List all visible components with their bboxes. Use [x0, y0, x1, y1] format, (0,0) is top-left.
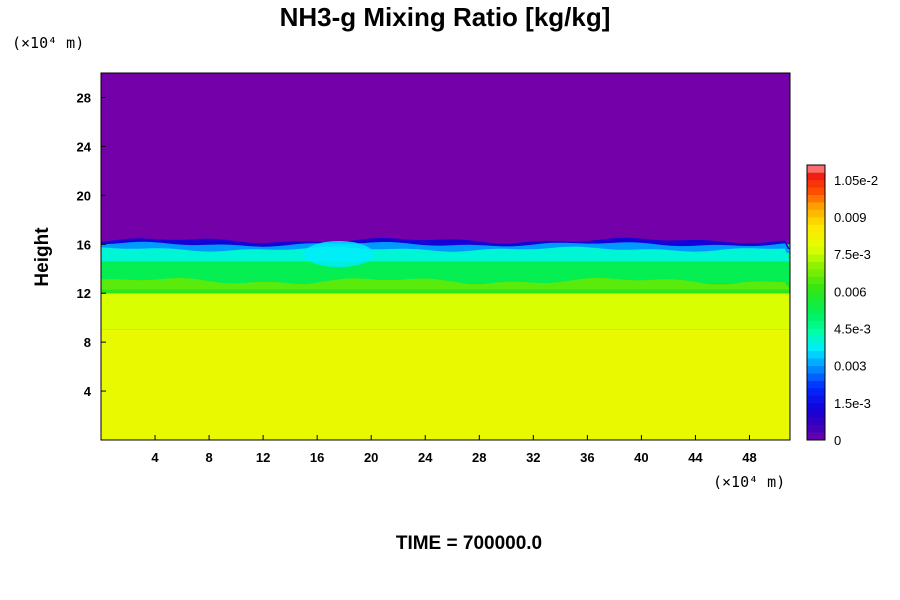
x-axis-ticks: 4 8 12 16 20 24 28 32 36 40 44 48	[151, 435, 757, 465]
colorbar-segment	[807, 387, 825, 396]
colorbar-segment	[807, 231, 825, 240]
colorbar-segment	[807, 410, 825, 419]
colorbar-segment	[807, 209, 825, 218]
colorbar-segment	[807, 172, 825, 181]
colorbar-label: 1.05e-2	[834, 173, 878, 188]
colorbar-segment	[807, 239, 825, 248]
y-axis-ticks: 4 8 12 16 20 24 28	[77, 90, 106, 399]
y-tick-label: 8	[84, 335, 91, 350]
colorbar-segment	[807, 276, 825, 285]
y-tick-label: 16	[77, 237, 91, 252]
x-tick-label: 32	[526, 450, 540, 465]
chart-title: NH3-g Mixing Ratio [kg/kg]	[280, 2, 611, 32]
x-tick-label: 8	[205, 450, 212, 465]
x-tick-label: 44	[688, 450, 703, 465]
plot-area	[101, 73, 790, 440]
y-tick-label: 12	[77, 286, 91, 301]
colorbar-segment	[807, 402, 825, 411]
colorbar: 0 1.5e-3 0.003 4.5e-3 0.006 7.5e-3 0.009 1.05e-…	[806, 164, 878, 448]
colorbar-segment	[807, 365, 825, 374]
colorbar-segment	[807, 224, 825, 233]
colorbar-segment	[807, 217, 825, 225]
colorbar-segment	[807, 254, 825, 262]
field-layer-1	[101, 293, 790, 330]
y-tick-label: 24	[77, 139, 92, 154]
colorbar-segment	[807, 335, 825, 344]
y-tick-label: 28	[77, 90, 91, 105]
x-tick-label: 24	[418, 450, 433, 465]
colorbar-segment	[807, 283, 825, 292]
field-plume	[303, 241, 374, 268]
colorbar-segment	[807, 202, 825, 210]
colorbar-label: 1.5e-3	[834, 396, 871, 411]
colorbar-segment	[807, 306, 825, 314]
plot-frame	[100, 72, 791, 441]
y-tick-label: 4	[84, 384, 92, 399]
time-label: TIME = 700000.0	[396, 533, 542, 554]
colorbar-segment	[807, 246, 825, 255]
y-axis-label: Height	[32, 227, 53, 287]
x-tick-label: 4	[151, 450, 159, 465]
colorbar-segment	[807, 350, 825, 359]
colorbar-frame	[806, 164, 826, 441]
colorbar-label: 4.5e-3	[834, 322, 871, 337]
colorbar-segment	[807, 269, 825, 277]
field-layer-0	[101, 329, 790, 440]
colorbar-segment	[807, 343, 825, 352]
colorbar-segment	[807, 432, 825, 441]
colorbar-segment	[807, 165, 825, 173]
colorbar-segment	[807, 417, 825, 426]
colorbar-label: 0.006	[834, 284, 867, 299]
colorbar-segment	[807, 380, 825, 389]
x-tick-label: 20	[364, 450, 378, 465]
colorbar-segment	[807, 179, 825, 188]
field-fringe-3	[101, 277, 790, 290]
x-tick-label: 28	[472, 450, 486, 465]
field-fringe-2	[101, 246, 790, 262]
colorbar-segment	[807, 194, 825, 203]
colorbar-label: 0	[834, 433, 841, 448]
x-tick-label: 36	[580, 450, 594, 465]
y-axis-unit: (×10⁴ m)	[12, 34, 84, 52]
colorbar-segment	[807, 328, 825, 337]
colorbar-segment	[807, 425, 825, 433]
colorbar-segment	[807, 298, 825, 307]
colorbar-segment	[807, 395, 825, 404]
colorbar-segment	[807, 291, 825, 300]
colorbar-segment	[807, 261, 825, 270]
x-tick-label: 40	[634, 450, 648, 465]
colorbar-segment	[807, 321, 825, 329]
colorbar-segment	[807, 358, 825, 366]
colorbar-label: 0.003	[834, 359, 867, 374]
colorbar-label: 7.5e-3	[834, 247, 871, 262]
colorbar-label: 0.009	[834, 210, 867, 225]
y-tick-label: 20	[77, 188, 91, 203]
x-tick-label: 16	[310, 450, 324, 465]
colorbar-segment	[807, 187, 825, 196]
colorbar-segment	[807, 373, 825, 381]
x-axis-unit: (×10⁴ m)	[713, 473, 785, 491]
x-tick-label: 12	[256, 450, 270, 465]
x-tick-label: 48	[742, 450, 756, 465]
colorbar-segment	[807, 313, 825, 322]
